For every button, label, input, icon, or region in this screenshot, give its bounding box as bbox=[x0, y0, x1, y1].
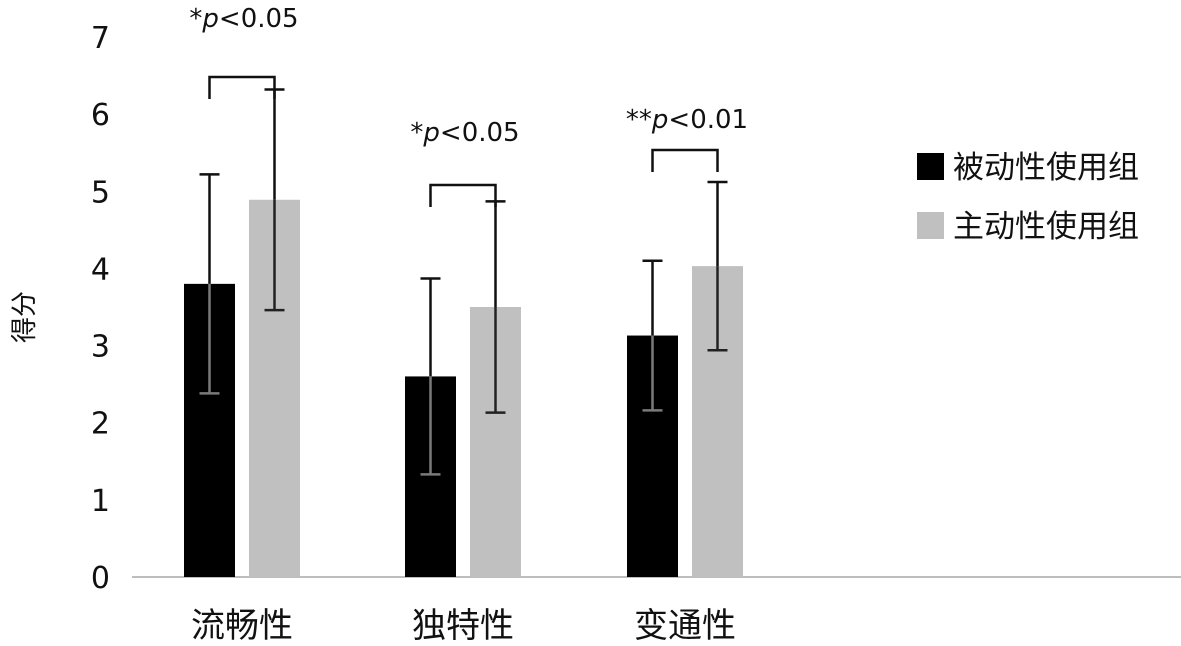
significance-label: **p<0.01 bbox=[626, 105, 748, 135]
legend-label: 主动性使用组 bbox=[953, 209, 1139, 245]
error-bars bbox=[199, 88, 728, 476]
legend-swatch bbox=[917, 212, 944, 239]
error-bar bbox=[420, 277, 441, 476]
error-bar bbox=[707, 180, 728, 352]
y-tick-label: 1 bbox=[91, 484, 110, 519]
y-axis-ticks: 0 1 2 3 4 5 6 7 bbox=[91, 21, 110, 596]
error-bar bbox=[199, 173, 220, 395]
legend-label: 被动性使用组 bbox=[953, 150, 1139, 186]
significance-bracket bbox=[208, 75, 276, 99]
y-tick-label: 0 bbox=[91, 561, 110, 596]
significance-label: *p<0.05 bbox=[189, 4, 298, 34]
y-tick-label: 5 bbox=[91, 175, 110, 210]
category-label: 变通性 bbox=[634, 606, 736, 646]
legend-swatch bbox=[917, 153, 944, 180]
significance-annotations: *p<0.05 *p<0.05 **p<0.01 bbox=[189, 4, 748, 207]
category-label: 独特性 bbox=[412, 606, 514, 646]
error-bar bbox=[264, 88, 285, 312]
y-tick-label: 3 bbox=[91, 330, 110, 365]
error-bar bbox=[642, 259, 663, 412]
legend-item: 主动性使用组 bbox=[917, 209, 1139, 245]
y-tick-label: 7 bbox=[91, 21, 110, 56]
y-axis-label: 得分 bbox=[10, 291, 40, 343]
legend-item: 被动性使用组 bbox=[917, 150, 1139, 186]
bars bbox=[184, 199, 743, 577]
y-tick-label: 4 bbox=[91, 252, 110, 287]
y-tick-label: 6 bbox=[91, 98, 110, 133]
y-tick-label: 2 bbox=[91, 407, 110, 442]
significance-bracket bbox=[429, 183, 497, 207]
category-label: 流畅性 bbox=[191, 606, 293, 646]
significance-label: *p<0.05 bbox=[410, 118, 519, 148]
significance-bracket bbox=[651, 148, 719, 172]
category-labels: 流畅性 独特性 变通性 bbox=[191, 606, 736, 646]
